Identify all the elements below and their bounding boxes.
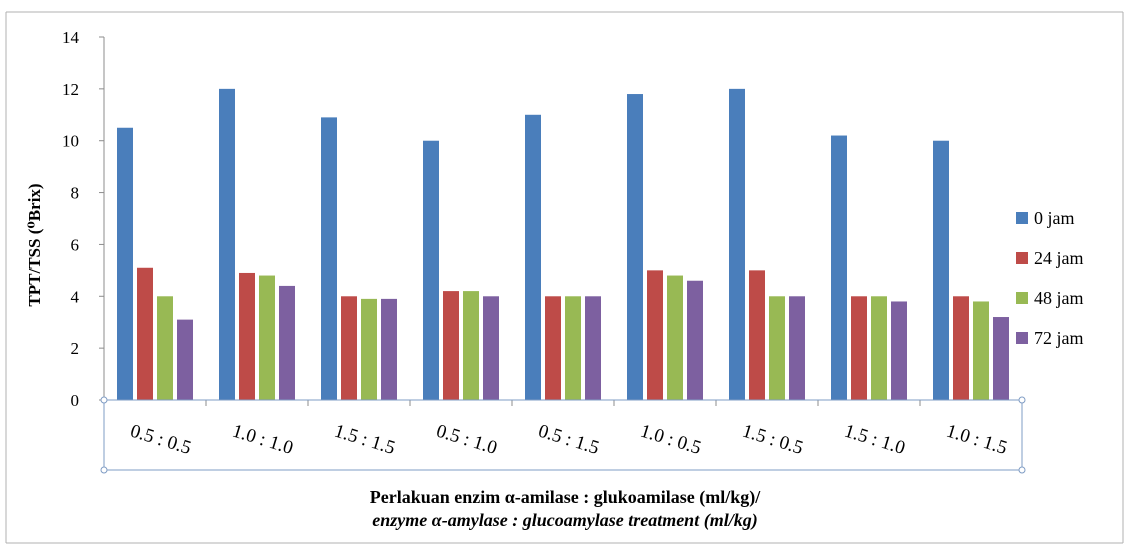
bar — [789, 296, 805, 400]
bar — [239, 272, 255, 400]
y-tick-label: 6 — [71, 235, 80, 254]
bar — [973, 301, 989, 400]
bar — [423, 140, 439, 400]
y-tick-label: 0 — [71, 391, 80, 410]
legend-label: 48 jam — [1034, 288, 1084, 308]
x-axis-title: Perlakuan enzim α-amilase : glukoamilase… — [369, 487, 761, 507]
bar — [341, 296, 357, 400]
bar — [381, 298, 397, 400]
x-tick-label: 1.0 : 1.0 — [230, 421, 296, 459]
bar — [933, 140, 949, 400]
y-axis-title: TPT/TSS (⁰Brix) — [25, 183, 44, 306]
bar — [157, 296, 173, 400]
x-tick-label: 0.5 : 0.5 — [128, 421, 194, 459]
bar — [279, 285, 295, 400]
bar — [219, 88, 235, 400]
bar — [769, 296, 785, 400]
bar — [525, 114, 541, 401]
x-axis-title-english: enzyme α-amylase : glucoamylase treatmen… — [372, 510, 758, 530]
bar — [585, 296, 601, 400]
bar — [443, 291, 459, 400]
x-tick-label: 0.5 : 1.5 — [536, 421, 602, 459]
legend-label: 0 jam — [1034, 208, 1075, 228]
bar — [463, 291, 479, 400]
bar — [117, 127, 133, 400]
x-label-box — [100, 396, 1026, 474]
y-tick-label: 14 — [62, 28, 80, 47]
x-tick-label: 1.0 : 0.5 — [638, 421, 704, 459]
y-axis: 0 2 4 6 8 10 12 14 — [62, 28, 105, 410]
bar — [667, 275, 683, 400]
bar — [321, 117, 337, 400]
y-tick-label: 12 — [62, 80, 79, 99]
bars — [117, 88, 1009, 401]
bar — [137, 267, 153, 400]
bar — [627, 94, 643, 401]
bar — [993, 317, 1009, 400]
x-axis: 0.5 : 0.5 1.0 : 1.0 1.5 : 1.5 0.5 : 1.0 0.5 … — [103, 399, 1023, 459]
bar — [851, 296, 867, 400]
bar — [831, 135, 847, 400]
bar — [891, 301, 907, 400]
bar — [687, 280, 703, 400]
legend-label: 72 jam — [1034, 328, 1084, 348]
bar — [953, 296, 969, 400]
x-tick-label: 1.5 : 1.5 — [332, 421, 398, 459]
bar — [177, 319, 193, 400]
bar — [871, 296, 887, 400]
bar — [729, 88, 745, 400]
bar — [647, 270, 663, 400]
x-tick-label: 1.5 : 1.0 — [842, 421, 908, 459]
y-tick-label: 2 — [71, 339, 80, 358]
bar — [545, 296, 561, 400]
bar — [749, 270, 765, 400]
bar — [361, 298, 377, 400]
bar — [483, 296, 499, 400]
legend: 0 jam 24 jam 48 jam 72 jam — [1016, 208, 1084, 348]
legend-label: 24 jam — [1034, 248, 1084, 268]
x-tick-label: 1.5 : 0.5 — [740, 421, 806, 459]
legend-swatch — [1016, 252, 1028, 264]
x-tick-label: 0.5 : 1.0 — [434, 421, 500, 459]
y-tick-label: 4 — [71, 287, 80, 306]
legend-swatch — [1016, 332, 1028, 344]
bar — [259, 275, 275, 400]
legend-swatch — [1016, 292, 1028, 304]
y-tick-label: 8 — [71, 184, 80, 203]
legend-swatch — [1016, 212, 1028, 224]
x-tick-label: 1.0 : 1.5 — [944, 421, 1010, 459]
bar — [565, 296, 581, 400]
y-tick-label: 10 — [62, 132, 79, 151]
